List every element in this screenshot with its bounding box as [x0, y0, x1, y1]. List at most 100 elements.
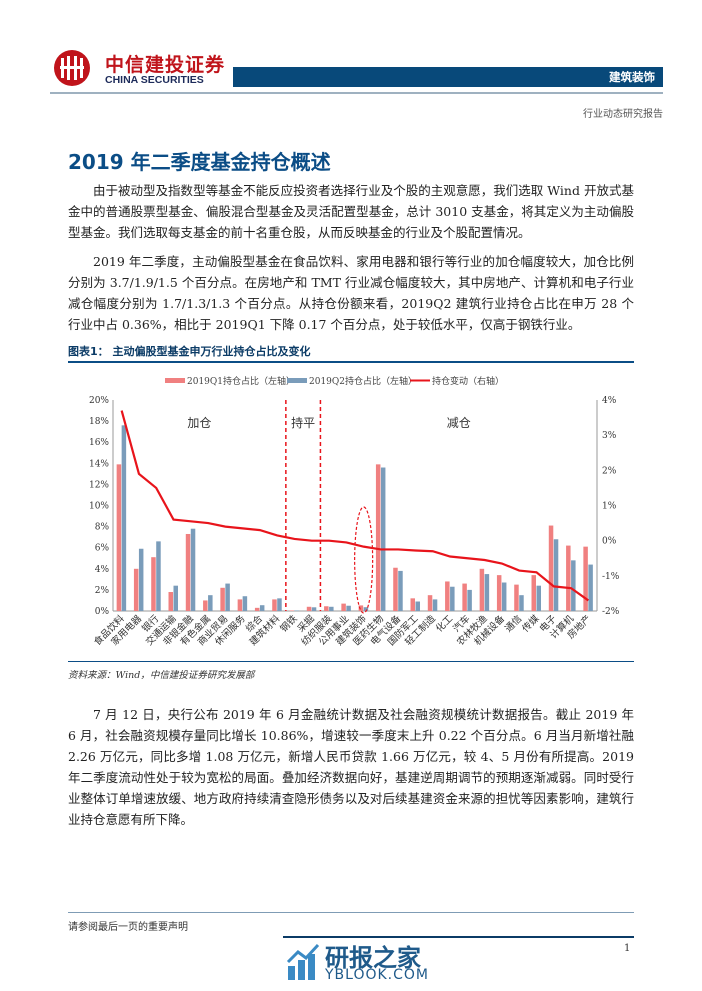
bar [393, 567, 398, 611]
footer-divider [68, 912, 634, 913]
legend-swatch [287, 378, 307, 383]
highlight-ellipse [354, 506, 374, 614]
bar [116, 464, 122, 611]
category-label: 化工 [433, 612, 455, 634]
bar [415, 601, 420, 611]
bar [121, 425, 127, 611]
bar [496, 575, 502, 611]
sector-label: 建筑装饰 [233, 67, 663, 87]
bar [151, 557, 156, 611]
bar [329, 606, 334, 611]
bar [168, 592, 173, 611]
bar [294, 610, 299, 611]
bar [427, 595, 433, 611]
bar [156, 541, 161, 611]
right-tick-label: -2% [602, 607, 620, 617]
bar [566, 545, 571, 611]
legend-label: 2019Q2持仓占比（左轴） [309, 375, 417, 387]
header-divider [50, 92, 663, 94]
bar [190, 528, 196, 611]
group-annotation: 减仓 [447, 416, 471, 430]
left-tick-label: 8% [95, 523, 110, 533]
bar [479, 568, 485, 611]
right-tick-label: 4% [602, 396, 617, 406]
left-tick-label: 20% [89, 396, 109, 406]
bar [277, 598, 282, 611]
left-tick-label: 14% [89, 459, 109, 469]
bar [588, 564, 593, 611]
report-type: 行业动态研究报告 [583, 109, 663, 120]
bar [225, 583, 230, 611]
bar [375, 464, 381, 611]
bar [346, 605, 351, 611]
left-tick-label: 16% [89, 438, 109, 448]
bar [410, 598, 415, 611]
category-label: 钢铁 [278, 612, 300, 634]
bar [467, 589, 472, 611]
bar [432, 599, 438, 611]
right-tick-label: 2% [602, 466, 617, 476]
bar [311, 607, 317, 611]
bar [138, 548, 144, 611]
bar [501, 582, 507, 611]
section-title: 2019 年二季度基金持仓概述 [68, 150, 331, 174]
bar [185, 533, 191, 611]
bar [531, 575, 536, 611]
bar [173, 585, 178, 611]
legend-label: 2019Q1持仓占比（左轴） [187, 375, 295, 387]
legend-swatch [165, 378, 185, 383]
category-label: 通信 [502, 613, 524, 635]
bar [358, 605, 364, 611]
source-divider [68, 661, 634, 662]
citic-logo-icon [54, 50, 90, 86]
bar [484, 574, 490, 611]
right-tick-label: -1% [602, 572, 620, 582]
bar [571, 560, 576, 611]
bar [380, 467, 386, 611]
right-tick-label: 3% [602, 431, 617, 441]
bar [583, 546, 588, 611]
bar [462, 583, 467, 611]
left-tick-label: 4% [95, 565, 110, 575]
right-tick-label: 1% [602, 502, 617, 512]
legend-label: 持仓变动（右轴） [432, 375, 504, 387]
bar [203, 600, 208, 611]
left-tick-label: 0% [95, 607, 110, 617]
group-annotation: 加仓 [187, 416, 211, 430]
left-tick-label: 12% [89, 480, 109, 490]
bar [254, 607, 260, 611]
paragraph-2: 2019 年二季度，主动偏股型基金在食品饮料、家用电器和银行等行业的加仓幅度较大… [68, 254, 634, 332]
bar [450, 586, 455, 611]
bar [548, 525, 554, 611]
bar [242, 596, 248, 611]
bar [341, 603, 346, 611]
figure-source: 资料来源：Wind，中信建投证券研究发展部 [68, 670, 255, 681]
logo-text: 中信建投证券 [105, 54, 226, 76]
bar [289, 610, 294, 611]
footer-divider-2 [283, 936, 634, 938]
page-number: 1 [624, 943, 631, 954]
bar [519, 595, 524, 611]
bar [398, 570, 403, 611]
group-annotation: 持平 [291, 415, 315, 430]
right-tick-label: 0% [602, 537, 617, 547]
figure-title: 图表1： 主动偏股型基金申万行业持仓占比及变化 [68, 345, 311, 358]
paragraph-1: 由于被动型及指数型等基金不能反应投资者选择行业及个股的主观意愿，我们选取 Win… [68, 183, 634, 240]
bar [220, 587, 225, 611]
left-tick-label: 18% [89, 417, 109, 427]
watermark-text: 研报之家 [325, 944, 421, 972]
left-tick-label: 2% [95, 586, 110, 596]
figure-divider [68, 361, 634, 363]
bar [259, 605, 265, 611]
bar [324, 606, 329, 611]
left-tick-label: 10% [89, 502, 109, 512]
bar [272, 599, 277, 611]
logo-english: CHINA SECURITIES [105, 74, 204, 86]
watermark-chart-icon [286, 943, 320, 980]
bar [237, 599, 243, 611]
bar [514, 584, 519, 611]
left-tick-label: 6% [95, 544, 110, 554]
category-label: 传媒 [520, 612, 542, 634]
bar [536, 585, 541, 611]
